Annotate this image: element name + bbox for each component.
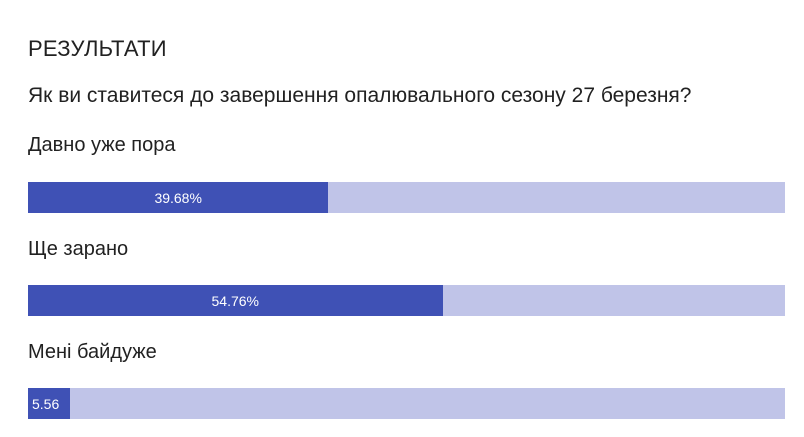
result-bar-track: 5.56 [28, 388, 785, 419]
result-bar-track: 54.76% [28, 285, 785, 316]
option-label-early: Давно уже пора [28, 134, 176, 156]
option-label-indifferent: Мені байдуже [28, 341, 157, 363]
result-bar-fill: 54.76% [28, 285, 443, 316]
result-percentage: 5.56 [32, 395, 60, 412]
results-title: РЕЗУЛЬТАТИ [28, 36, 167, 61]
poll-question: Як ви ставитеся до завершення опалювальн… [28, 84, 692, 107]
result-bar-track: 39.68% [28, 182, 785, 213]
result-percentage: 39.68% [154, 189, 202, 206]
result-percentage: 54.76% [211, 292, 259, 309]
result-bar-fill: 5.56 [28, 388, 71, 419]
result-bar-fill: 39.68% [28, 182, 329, 213]
option-label-too-early: Ще зарано [28, 238, 129, 260]
